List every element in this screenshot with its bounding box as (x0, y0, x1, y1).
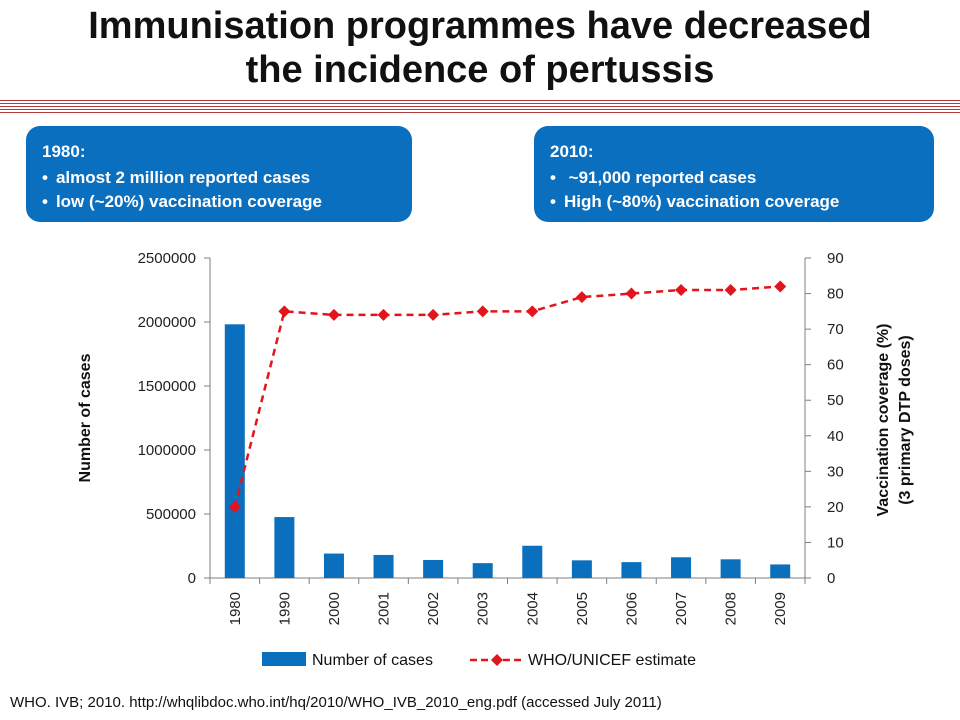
y-tick-label: 1000000 (138, 442, 196, 459)
bar-number-of-cases (274, 517, 295, 578)
line-point-who-unicef-estimate (476, 305, 489, 318)
y2-tick-label: 70 (827, 321, 844, 338)
line-who-unicef-estimate (233, 285, 781, 508)
y-tick-label: 500000 (146, 506, 196, 523)
legend-label-line: WHO/UNICEF estimate (528, 652, 696, 669)
line-point-who-unicef-estimate (675, 284, 688, 296)
y-tick-label: 1500000 (138, 378, 196, 395)
x-tick-label: 2006 (623, 592, 640, 625)
y2-tick-label: 0 (827, 570, 835, 587)
y-tick-label: 2500000 (138, 250, 196, 267)
line-point-who-unicef-estimate (427, 308, 440, 321)
title-line-1: Immunisation programmes have decreased (88, 5, 872, 47)
line-point-who-unicef-estimate (278, 305, 291, 318)
bar-number-of-cases (621, 562, 642, 578)
callout-heading: 2010: (550, 142, 594, 161)
bar-number-of-cases (472, 563, 493, 578)
bar-number-of-cases (671, 557, 692, 578)
y2-tick-label: 80 (827, 286, 844, 303)
callout-1980: 1980: almost 2 million reported cases lo… (26, 126, 412, 222)
line-point-who-unicef-estimate (526, 305, 539, 318)
line-point-who-unicef-estimate (228, 500, 241, 513)
y2-axis-title-line-1: Vaccination coverage (%) (875, 324, 892, 517)
y2-tick-label: 90 (827, 250, 844, 267)
bar-number-of-cases (323, 553, 344, 578)
y2-tick-label: 40 (827, 428, 844, 445)
page-title: Immunisation programmes have decreased t… (0, 4, 960, 92)
line-point-who-unicef-estimate (327, 308, 340, 321)
title-line-2: the incidence of pertussis (245, 49, 715, 91)
x-tick-label: 1980 (227, 592, 244, 625)
legend-label-bars: Number of cases (312, 652, 433, 669)
y-tick-label: 2000000 (138, 314, 196, 331)
x-tick-label: 2002 (425, 592, 442, 625)
y2-tick-label: 30 (827, 463, 844, 480)
callout-2010: 2010: ~91,000 reported cases High (~80%)… (534, 126, 934, 222)
x-tick-label: 2005 (574, 592, 591, 625)
x-tick-label: 2000 (326, 592, 343, 625)
x-tick-label: 2007 (673, 592, 690, 625)
bar-number-of-cases (770, 564, 791, 578)
bar-number-of-cases (720, 559, 741, 578)
callout-heading: 1980: (42, 142, 86, 161)
legend-marker-line (491, 654, 503, 666)
line-point-who-unicef-estimate (575, 291, 588, 304)
bar-number-of-cases (571, 560, 592, 578)
line-point-who-unicef-estimate (724, 284, 737, 296)
line-point-who-unicef-estimate (377, 308, 390, 321)
x-tick-label: 2009 (772, 592, 789, 625)
x-tick-label: 2001 (376, 592, 393, 625)
callout-item: almost 2 million reported cases (42, 166, 396, 190)
bar-number-of-cases (373, 554, 394, 578)
bar-number-of-cases (522, 545, 543, 578)
pertussis-chart: 0 500000 1000000 1500000 2000000 2500000 0 10 20… (77, 250, 914, 669)
y2-tick-label: 60 (827, 357, 844, 374)
bar-number-of-cases (224, 324, 245, 578)
y2-tick-label: 50 (827, 392, 844, 409)
y-axis-title: Number of cases (77, 353, 94, 482)
source-citation: WHO. IVB; 2010. http://whqlibdoc.who.int… (10, 694, 662, 711)
callout-item: ~91,000 reported cases (550, 166, 918, 190)
x-tick-label: 2008 (723, 592, 740, 625)
line-point-who-unicef-estimate (774, 280, 787, 293)
y2-axis-title-line-2: (3 primary DTP doses) (897, 335, 914, 505)
y2-tick-label: 20 (827, 499, 844, 516)
y-tick-label: 0 (188, 570, 196, 587)
x-tick-label: 1990 (276, 592, 293, 625)
line-point-who-unicef-estimate (625, 287, 638, 300)
x-tick-label: 2004 (524, 592, 541, 625)
title-divider (0, 98, 960, 114)
legend-swatch-bars (262, 652, 306, 666)
callout-item: High (~80%) vaccination coverage (550, 190, 918, 214)
y2-tick-label: 10 (827, 534, 844, 551)
x-tick-label: 2003 (475, 592, 492, 625)
bar-number-of-cases (423, 559, 444, 578)
callout-item: low (~20%) vaccination coverage (42, 190, 396, 214)
